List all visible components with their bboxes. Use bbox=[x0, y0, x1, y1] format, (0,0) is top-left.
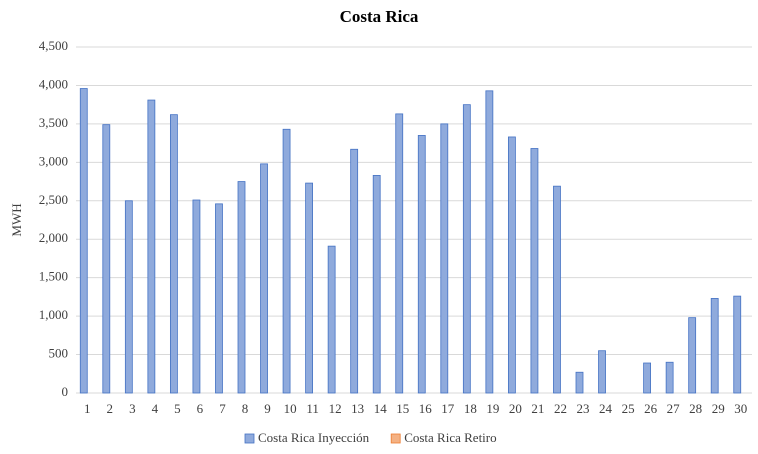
bar bbox=[215, 203, 223, 394]
y-tick-label: 2,000 bbox=[39, 230, 68, 245]
bar bbox=[305, 182, 314, 394]
y-tick-label: 2,500 bbox=[39, 192, 68, 207]
bar bbox=[372, 175, 381, 394]
x-tick-label: 10 bbox=[284, 401, 297, 416]
bar bbox=[350, 148, 359, 394]
bar bbox=[79, 88, 88, 394]
legend-swatch bbox=[390, 433, 401, 444]
bar bbox=[733, 295, 742, 394]
bar bbox=[237, 181, 246, 394]
x-tick-label: 18 bbox=[464, 401, 477, 416]
y-tick-label: 0 bbox=[62, 384, 69, 399]
x-tick-label: 7 bbox=[219, 401, 226, 416]
bar bbox=[665, 361, 674, 394]
bar bbox=[575, 371, 584, 394]
x-tick-label: 9 bbox=[264, 401, 271, 416]
legend-label: Costa Rica Retiro bbox=[404, 430, 496, 445]
x-tick-label: 29 bbox=[712, 401, 725, 416]
x-tick-label: 19 bbox=[486, 401, 499, 416]
bar bbox=[643, 362, 651, 394]
x-tick-label: 3 bbox=[129, 401, 136, 416]
bar bbox=[417, 135, 426, 394]
x-tick-label: 5 bbox=[174, 401, 181, 416]
x-tick-label: 22 bbox=[554, 401, 567, 416]
x-tick-label: 25 bbox=[622, 401, 635, 416]
x-tick-label: 14 bbox=[374, 401, 388, 416]
bar bbox=[462, 104, 471, 394]
y-tick-label: 4,500 bbox=[39, 38, 68, 53]
bar bbox=[598, 350, 606, 394]
x-tick-label: 2 bbox=[107, 401, 114, 416]
x-tick-label: 27 bbox=[667, 401, 681, 416]
bar bbox=[282, 128, 291, 394]
y-tick-label: 500 bbox=[49, 346, 69, 361]
legend-swatch bbox=[244, 433, 255, 444]
x-tick-label: 1 bbox=[84, 401, 91, 416]
bar bbox=[192, 199, 201, 394]
x-tick-label: 16 bbox=[419, 401, 433, 416]
bar bbox=[124, 200, 133, 394]
bar bbox=[710, 298, 719, 394]
x-tick-label: 15 bbox=[396, 401, 409, 416]
x-tick-label: 26 bbox=[644, 401, 658, 416]
bar bbox=[507, 136, 516, 394]
legend-label: Costa Rica Inyección bbox=[258, 430, 370, 445]
bar bbox=[169, 114, 178, 394]
y-tick-label: 1,500 bbox=[39, 269, 68, 284]
bar bbox=[530, 148, 539, 394]
chart-title: Costa Rica bbox=[340, 7, 419, 26]
y-tick-label: 4,000 bbox=[39, 76, 68, 91]
bar bbox=[440, 123, 449, 394]
bar bbox=[147, 99, 156, 394]
x-tick-label: 12 bbox=[329, 401, 342, 416]
x-tick-label: 24 bbox=[599, 401, 613, 416]
y-axis-label: MWH bbox=[9, 203, 24, 236]
bar bbox=[260, 163, 268, 394]
bar bbox=[688, 317, 697, 394]
bar bbox=[327, 245, 336, 394]
x-tick-label: 13 bbox=[351, 401, 364, 416]
x-tick-label: 6 bbox=[197, 401, 204, 416]
x-tick-label: 4 bbox=[152, 401, 159, 416]
bar bbox=[553, 185, 561, 394]
y-tick-label: 3,000 bbox=[39, 153, 68, 168]
x-tick-label: 21 bbox=[531, 401, 544, 416]
bar bbox=[102, 124, 111, 394]
x-tick-label: 30 bbox=[734, 401, 747, 416]
x-tick-label: 23 bbox=[577, 401, 590, 416]
x-tick-label: 17 bbox=[441, 401, 455, 416]
y-tick-label: 1,000 bbox=[39, 307, 68, 322]
x-tick-label: 8 bbox=[242, 401, 249, 416]
y-tick-label: 3,500 bbox=[39, 115, 68, 130]
x-tick-label: 20 bbox=[509, 401, 522, 416]
bar bbox=[395, 113, 404, 394]
x-tick-label: 28 bbox=[689, 401, 702, 416]
x-tick-label: 11 bbox=[306, 401, 319, 416]
bar bbox=[485, 90, 494, 394]
